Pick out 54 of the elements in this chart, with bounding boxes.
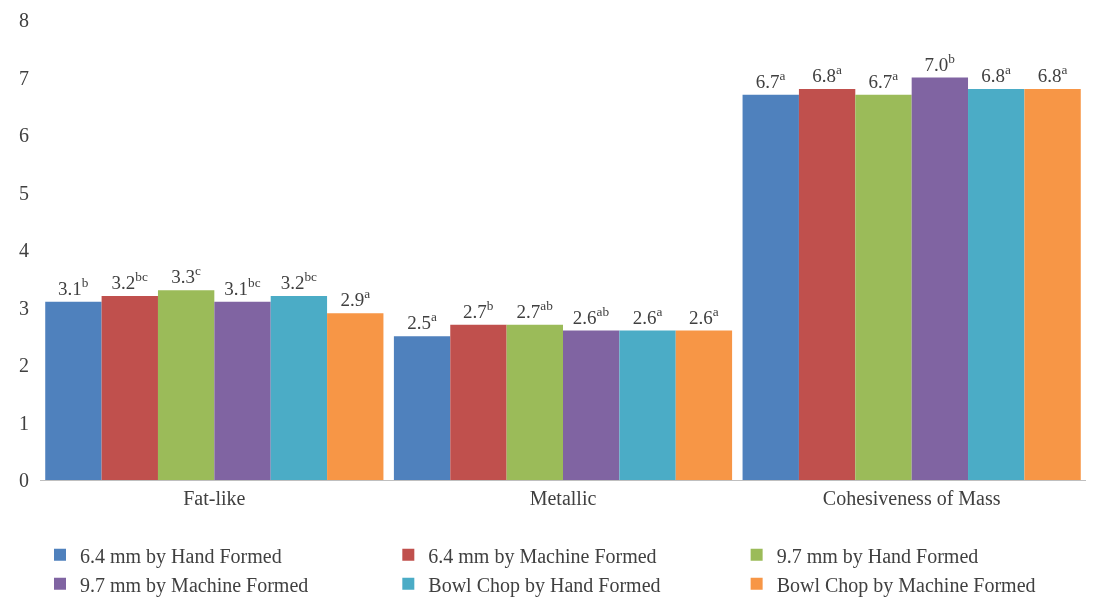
y-tick-label: 3 bbox=[19, 296, 29, 319]
legend-label: 6.4 mm by Machine Formed bbox=[428, 544, 657, 568]
data-label: 6.7$^{a}$ bbox=[755, 67, 786, 92]
bar bbox=[855, 94, 912, 480]
data-label: 2.5$^{a}$ bbox=[407, 309, 437, 334]
x-tick-label: Metallic bbox=[529, 487, 597, 509]
data-label: 3.3$^{c}$ bbox=[171, 263, 202, 288]
data-label: 2.7$^{b}$ bbox=[463, 297, 494, 322]
data-label: 6.7$^{a}$ bbox=[868, 67, 899, 92]
data-label: 6.8$^{a}$ bbox=[1037, 62, 1068, 86]
legend-label: Bowl Chop by Hand Formed bbox=[428, 573, 661, 597]
legend-label: Bowl Chop by Machine Formed bbox=[776, 573, 1036, 597]
y-tick-label: 1 bbox=[19, 411, 29, 434]
bar bbox=[450, 324, 507, 480]
bar bbox=[675, 330, 733, 480]
data-label: 3.2$^{bc}$ bbox=[280, 269, 318, 293]
data-label: 2.9$^{a}$ bbox=[340, 286, 371, 311]
bar bbox=[1024, 89, 1081, 480]
data-label: 2.7$^{ab}$ bbox=[516, 297, 554, 322]
bar bbox=[214, 301, 271, 480]
bar bbox=[968, 89, 1025, 480]
x-tick-label: Fat-like bbox=[183, 487, 246, 509]
y-tick-label: 0 bbox=[19, 469, 29, 491]
bar bbox=[157, 290, 215, 480]
y-tick-label: 6 bbox=[19, 124, 29, 146]
x-tick-label: Cohesiveness of Mass bbox=[822, 487, 1001, 509]
legend-label: 9.7 mm by Hand Formed bbox=[776, 544, 979, 568]
bar bbox=[911, 77, 969, 480]
bar bbox=[506, 324, 563, 480]
data-label: 3.1$^{bc}$ bbox=[224, 274, 261, 299]
legend-label: 9.7 mm by Machine Formed bbox=[80, 573, 309, 597]
bar bbox=[270, 296, 328, 480]
bar bbox=[798, 89, 856, 480]
bar bbox=[742, 94, 799, 480]
data-label: 2.6$^{a}$ bbox=[632, 303, 663, 328]
y-tick-label: 5 bbox=[19, 181, 29, 204]
data-label: 3.1$^{b}$ bbox=[58, 274, 89, 299]
data-label: 2.6$^{ab}$ bbox=[572, 303, 610, 328]
data-label: 3.2$^{bc}$ bbox=[111, 269, 148, 293]
bar bbox=[563, 330, 620, 480]
bar bbox=[393, 336, 451, 480]
legend-label: 6.4 mm by Hand Formed bbox=[80, 544, 282, 568]
data-label: 7.0$^{b}$ bbox=[924, 50, 956, 75]
data-label: 6.8$^{a}$ bbox=[812, 62, 842, 86]
y-tick-label: 2 bbox=[19, 354, 29, 376]
bar bbox=[101, 296, 158, 480]
y-tick-label: 4 bbox=[19, 239, 29, 261]
bar bbox=[619, 330, 676, 480]
data-label: 2.6$^{a}$ bbox=[689, 303, 719, 328]
bar bbox=[327, 313, 384, 480]
bar bbox=[45, 301, 102, 480]
y-tick-label: 8 bbox=[19, 9, 29, 31]
y-tick-label: 7 bbox=[19, 66, 29, 89]
data-label: 6.8$^{a}$ bbox=[981, 62, 1012, 86]
